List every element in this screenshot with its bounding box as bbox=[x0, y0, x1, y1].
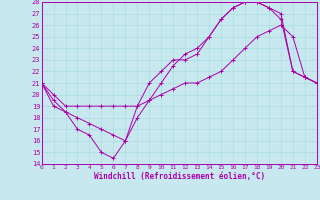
X-axis label: Windchill (Refroidissement éolien,°C): Windchill (Refroidissement éolien,°C) bbox=[94, 172, 265, 181]
